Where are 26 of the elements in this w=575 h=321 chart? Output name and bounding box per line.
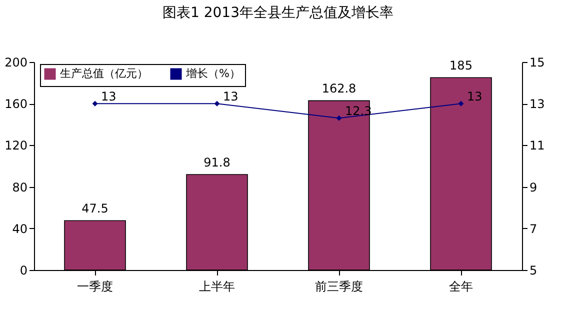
legend-label: 增长（%） (185, 67, 240, 80)
y-tick-label: 200 (4, 56, 28, 70)
y-tick-label: 40 (12, 222, 28, 236)
data-label: 185 (450, 58, 472, 73)
data-label: 162.8 (322, 82, 356, 96)
y2-tick-label: 5 (530, 264, 538, 278)
y-tick-label: 80 (12, 180, 28, 194)
data-label: 47.5 (82, 202, 108, 216)
y2-tick-label: 9 (530, 180, 538, 194)
chart-title: 图表1 2013年全县生产总值及增长率 (162, 5, 394, 21)
data-label: 13 (467, 90, 482, 104)
y2-tick-label: 11 (530, 138, 545, 153)
y2-tick-label: 13 (530, 97, 545, 112)
x-tick-label: 全年 (449, 280, 473, 294)
y2-tick-label: 15 (530, 56, 545, 70)
y-tick-label: 120 (4, 138, 28, 153)
y-tick-label: 0 (20, 264, 28, 278)
legend-label: 生产总值（亿元） (60, 67, 148, 80)
data-label: 91.8 (204, 156, 230, 170)
x-tick-label: 前三季度 (315, 280, 363, 294)
x-tick-label: 一季度 (77, 280, 113, 294)
x-tick-label: 上半年 (199, 280, 235, 294)
y2-tick-label: 7 (530, 222, 538, 236)
data-label: 13 (223, 90, 238, 104)
y-tick-label: 160 (4, 97, 28, 112)
data-label: 13 (101, 90, 116, 104)
